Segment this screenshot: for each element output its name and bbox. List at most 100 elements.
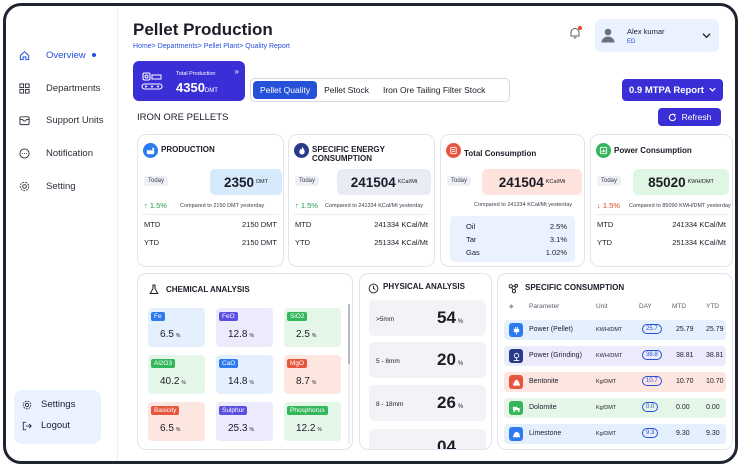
power-consumption-card: Power Consumption Today 85020 KWH/DMT ↓ … [590, 134, 733, 267]
total-consumption-card: Total Consumption Today 241504 KCal/Mt C… [440, 134, 585, 267]
sidebar: Overview Departments Support Units Notif… [6, 6, 118, 461]
sidebar-item-label: Notification [46, 147, 93, 159]
folder-icon [18, 114, 30, 126]
chem-phosphorus: Phosphorus 12.2% [284, 402, 341, 441]
production-yesterday: Compared to 2150 DMT yesterday [180, 203, 265, 209]
chevron-down-icon [702, 33, 711, 39]
sidebar-item-departments[interactable]: Departments [18, 78, 100, 98]
phys-row-8-18: 8 - 18mm 26% [369, 385, 486, 421]
notification-bell[interactable] [568, 26, 582, 40]
phys-row-5-8: 5 - 8mm 20% [369, 342, 486, 378]
chemical-scroll-thumb[interactable] [348, 304, 350, 364]
phys-row-partial: 04 [369, 429, 486, 449]
total-production-card[interactable]: Total Production 4350DMT » [133, 61, 245, 101]
refresh-icon [668, 112, 676, 121]
physical-analysis-title: PHYSICAL ANALYSIS [383, 282, 465, 291]
table-row[interactable]: Bentonite Kg/DMT 10.7 10.70 10.70 [504, 372, 726, 392]
settings-button[interactable]: Settings [22, 399, 75, 410]
tar-row: Tar 3.1% [466, 235, 567, 244]
power-delta: ↓ 1.5% [597, 201, 620, 210]
today-badge: Today [144, 176, 169, 186]
flask-icon [149, 284, 159, 294]
physical-analysis-panel: PHYSICAL ANALYSIS >5mm 54% 5 - 8mm 20% 8… [359, 273, 492, 450]
oil-row: Oil 2.5% [466, 222, 567, 231]
user-name: Alex kumar [627, 27, 665, 36]
refresh-button[interactable]: Refresh [658, 108, 721, 126]
production-value: 2350 [224, 174, 255, 190]
sidebar-item-overview[interactable]: Overview [18, 45, 96, 65]
breadcrumb[interactable]: Home> Departments> Pellet Plant> Quality… [133, 43, 290, 50]
energy-unit: KCal/Mt [397, 179, 418, 185]
consumption-breakdown: Oil 2.5% Tar 3.1% Gas 1.02% [450, 216, 575, 262]
sidebar-item-setting[interactable]: Setting [18, 176, 76, 196]
energy-delta: ↑ 1.5% [295, 201, 318, 210]
chevron-down-icon [709, 87, 716, 92]
chem-sulphur: Sulphur 25.3% [216, 402, 273, 441]
user-menu[interactable]: Alex kumar ED [595, 19, 719, 52]
power-icon [596, 143, 611, 158]
report-select-value: 0.9 MTPA Report [629, 84, 704, 96]
logout-button[interactable]: Logout [22, 420, 70, 431]
factory-icon [141, 72, 163, 90]
gas-row: Gas 1.02% [466, 248, 567, 257]
molecule-icon [508, 283, 519, 294]
chat-icon [18, 147, 30, 159]
truck-icon [509, 401, 523, 415]
bell-icon [570, 28, 580, 39]
cart-icon [446, 143, 461, 158]
sidebar-item-notification[interactable]: Notification [18, 143, 93, 163]
sidebar-item-label: Overview [46, 49, 86, 61]
user-role: ED [627, 39, 636, 45]
header-ytd: YTD [706, 303, 719, 310]
table-row[interactable]: Power (Grinding) KWH/DMT 38.8 38.81 38.8… [504, 346, 726, 366]
production-value-box: 2350 DMT [210, 169, 282, 195]
total-consumption-value: 241504 [498, 174, 544, 190]
chem-basicity: Basicity 6.5% [148, 402, 205, 441]
header-mtd: MTD [672, 303, 687, 310]
chem-mgo: MgO 8.7% [284, 355, 341, 394]
tab-iron-ore-tailing[interactable]: Iron Ore Tailing Filter Stock [382, 85, 486, 95]
specific-consumption-title: SPECIFIC CONSUMPTION [525, 283, 625, 292]
table-row[interactable]: Limestone Kg/DMT 9.3 9.30 9.30 [504, 424, 726, 444]
report-tabs: Pellet Quality Pellet Stock Iron Ore Tai… [250, 78, 510, 102]
refresh-label: Refresh [681, 112, 712, 122]
total-consumption-unit: KCal/Mt [545, 179, 566, 185]
table-row[interactable]: Dolomite Kg/DMT 0.0 0.00 0.00 [504, 398, 726, 418]
tab-pellet-quality[interactable]: Pellet Quality [253, 81, 318, 99]
settings-label: Settings [41, 399, 76, 410]
divider [293, 214, 430, 215]
notification-dot [578, 26, 582, 30]
tab-pellet-stock[interactable]: Pellet Stock [324, 85, 369, 95]
today-badge: Today [447, 176, 472, 186]
power-unit: KWH/DMT [687, 179, 714, 185]
bullet-icon: ◆ [509, 304, 514, 310]
energy-value: 241504 [350, 174, 396, 190]
production-unit: DMT [256, 179, 268, 185]
app-window: Overview Departments Support Units Notif… [3, 3, 738, 464]
section-title: IRON ORE PELLETS [137, 112, 229, 123]
energy-yesterday: Compared to 241334 KCal/Mt yesterday [325, 203, 424, 209]
power-value-box: 85020 KWH/DMT [633, 169, 729, 195]
power-consumption-title: Power Consumption [614, 146, 692, 155]
chemical-analysis-panel: CHEMICAL ANALYSIS Fe 6.5% FeO 12.8% SiO2… [137, 273, 353, 450]
power-mtd-row: MTD 241334 KCal/Mt [597, 220, 726, 229]
total-consumption-value-box: 241504 KCal/Mt [482, 169, 582, 195]
table-row[interactable]: Power (Pellet) KWH/DMT 25.7 25.79 25.79 [504, 320, 726, 340]
sidebar-item-support-units[interactable]: Support Units [18, 110, 104, 130]
clock-icon [368, 283, 379, 294]
sidebar-item-label: Support Units [46, 114, 104, 126]
production-mtd-row: MTD 2150 DMT [144, 220, 277, 229]
report-select[interactable]: 0.9 MTPA Report [622, 79, 723, 101]
total-production-value: 4350DMT [176, 80, 218, 95]
chemical-scrollbar[interactable] [348, 304, 350, 444]
sidebar-item-label: Setting [46, 180, 76, 192]
production-card: PRODUCTION Today 2350 DMT ↑ 1.5% Compare… [137, 134, 284, 267]
double-chevron-right-icon: » [234, 67, 239, 76]
power-ytd-row: YTD 251334 KCal/Mt [597, 238, 726, 247]
production-delta: ↑ 1.5% [144, 201, 167, 210]
production-ytd-row: YTD 2150 DMT [144, 238, 277, 247]
total-production-label: Total Production [176, 71, 216, 77]
header-unit: Unit [596, 303, 608, 310]
total-consumption-yesterday: Compared to 241334 KCal/Mt yesterday [474, 202, 573, 208]
plug-icon [509, 323, 523, 337]
